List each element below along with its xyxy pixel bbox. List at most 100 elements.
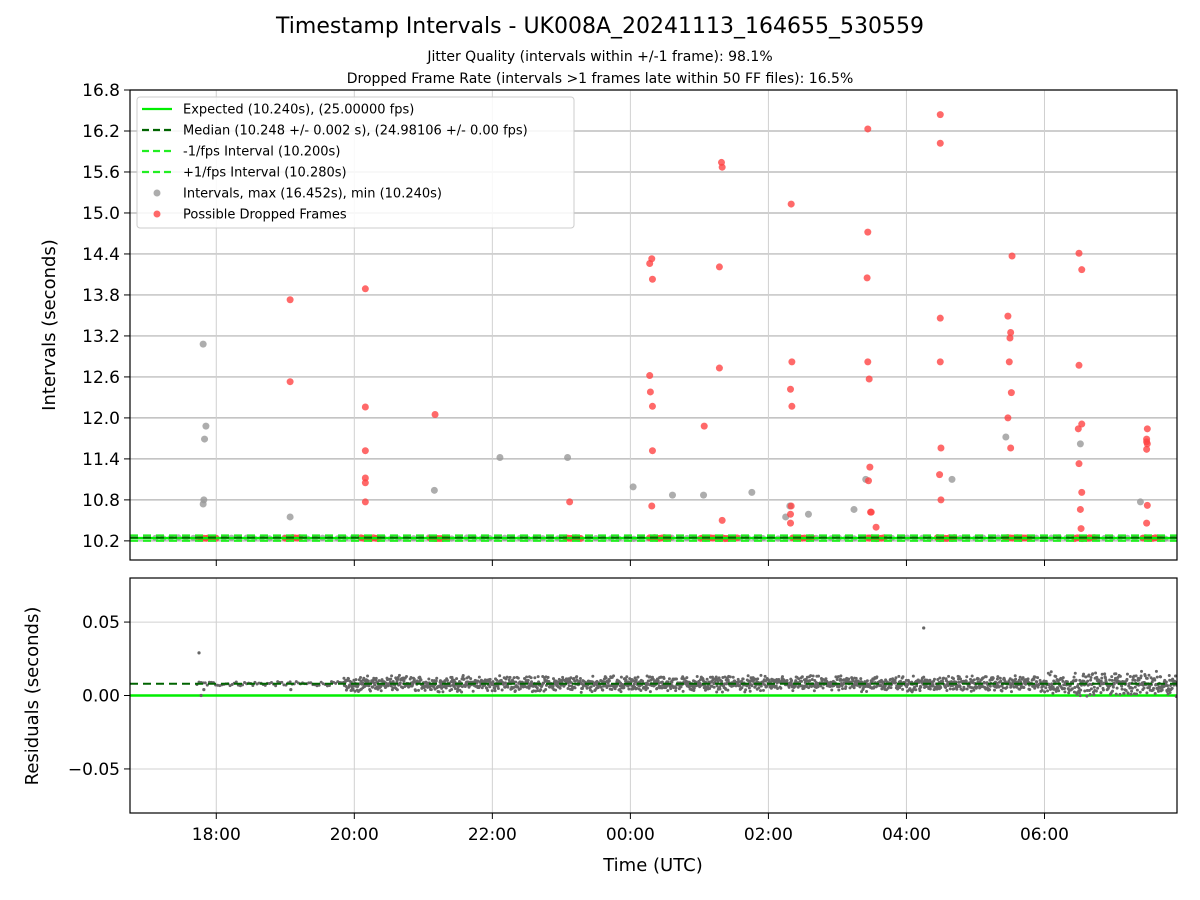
residual-point <box>1061 679 1065 683</box>
residual-point <box>234 680 238 684</box>
residual-point <box>1141 683 1145 687</box>
dropped-frame-point <box>718 516 726 524</box>
residual-point <box>976 677 980 681</box>
residual-point <box>347 677 351 681</box>
residual-point <box>625 675 629 679</box>
residual-point <box>488 685 492 689</box>
residual-point <box>972 688 976 692</box>
residual-point <box>836 675 840 679</box>
residual-point <box>1157 689 1161 693</box>
residual-outlier-point <box>197 651 201 655</box>
residual-point <box>518 687 522 691</box>
intervals-axes-frame <box>129 89 1178 561</box>
residual-point <box>558 686 562 690</box>
residual-point <box>1159 675 1163 679</box>
dropped-frame-point <box>1007 329 1015 337</box>
residual-point <box>1135 692 1139 696</box>
residual-point <box>947 674 951 678</box>
x-tick-label: 20:00 <box>330 825 379 845</box>
residual-point <box>958 685 962 689</box>
residual-point <box>1168 690 1172 694</box>
residual-point <box>938 676 942 680</box>
residual-point <box>477 675 481 679</box>
residual-point <box>448 684 452 688</box>
jitter-quality-subtitle: Jitter Quality (intervals within +/-1 fr… <box>427 49 773 65</box>
interval-point <box>629 483 637 491</box>
intervals-plot-area <box>130 111 1177 543</box>
residual-point <box>1128 674 1132 678</box>
dropped-frame-point <box>361 498 369 506</box>
interval-point <box>430 486 438 494</box>
interval-point <box>564 454 572 462</box>
x-tick-label: 18:00 <box>192 825 241 845</box>
residual-point <box>495 678 499 682</box>
residual-point <box>1170 686 1174 690</box>
dropped-frame-point <box>1143 501 1151 509</box>
residual-point <box>988 684 992 688</box>
residual-point <box>544 687 548 691</box>
residual-point <box>377 679 381 683</box>
residual-point <box>1078 678 1082 682</box>
residual-point <box>965 675 969 679</box>
dropped-frame-point <box>1004 414 1012 422</box>
residual-point <box>1085 694 1089 698</box>
residual-point <box>711 675 715 679</box>
residual-point <box>1153 691 1157 695</box>
dropped-frame-point <box>865 375 873 383</box>
residual-point <box>1111 685 1115 689</box>
residual-point <box>514 680 518 684</box>
residual-point <box>1134 674 1138 678</box>
intervals-y-tick-label: 14.4 <box>82 245 120 265</box>
interval-point <box>948 475 956 483</box>
dropped-frame-point <box>1143 440 1151 448</box>
residual-point <box>726 688 730 692</box>
residual-point <box>841 687 845 691</box>
residual-point <box>1114 672 1118 676</box>
residual-point <box>747 686 751 690</box>
residual-point <box>505 675 509 679</box>
residual-point <box>1005 685 1009 689</box>
residual-point <box>395 680 399 684</box>
residual-point <box>705 677 709 681</box>
residual-point <box>1087 673 1091 677</box>
residual-point <box>660 686 664 690</box>
residual-point <box>948 687 952 691</box>
dropped-frame-point <box>431 410 439 418</box>
residual-point <box>342 676 346 680</box>
residual-point <box>1026 677 1030 681</box>
residual-point <box>810 678 814 682</box>
dropped-frame-point <box>715 364 723 372</box>
residual-point <box>1047 683 1051 687</box>
dropped-frame-point <box>1008 252 1016 260</box>
residual-outlier-point <box>199 693 203 698</box>
residual-point <box>1125 672 1129 676</box>
residual-point <box>1022 686 1026 690</box>
intervals-y-tick-label: 13.8 <box>82 286 120 306</box>
intervals-y-tick-label: 10.2 <box>82 532 120 552</box>
residual-point <box>1044 679 1048 683</box>
residual-point <box>952 677 956 681</box>
residual-point <box>1092 685 1096 689</box>
intervals-y-tick-label: 16.2 <box>82 122 120 142</box>
residual-point <box>1051 691 1055 695</box>
residual-point <box>1118 674 1122 678</box>
residual-point <box>1124 688 1128 692</box>
chart-title: Timestamp Intervals - UK008A_20241113_16… <box>276 14 924 39</box>
residual-point <box>319 680 323 684</box>
residual-point <box>437 690 441 694</box>
residual-point <box>533 676 537 680</box>
residual-point <box>601 688 605 692</box>
residual-point <box>527 686 531 690</box>
residual-point <box>952 687 956 691</box>
dropped-frame-point <box>787 385 795 393</box>
residuals-plot-area <box>130 626 1177 698</box>
dropped-frame-point <box>361 403 369 411</box>
residual-point <box>848 686 852 690</box>
residual-point <box>648 675 652 679</box>
residual-point <box>1166 692 1170 696</box>
dropped-frame-point <box>646 372 654 380</box>
residual-point <box>1061 676 1065 680</box>
residual-point <box>1137 678 1141 682</box>
residual-point <box>1138 690 1142 694</box>
